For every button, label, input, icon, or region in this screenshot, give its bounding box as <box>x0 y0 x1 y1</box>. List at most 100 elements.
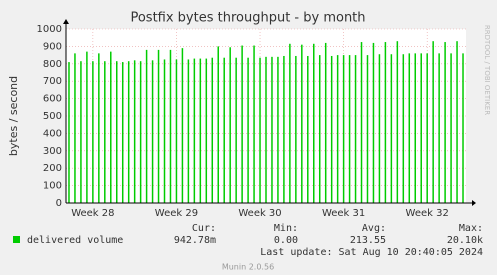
legend: delivered volumeCur:942.78mMin:0.00Avg:2… <box>13 223 483 246</box>
bar <box>235 57 237 204</box>
credit: Munin 2.0.56 <box>222 263 274 272</box>
bar <box>127 61 130 203</box>
stat-label: Cur: <box>192 223 216 234</box>
bar <box>151 60 154 203</box>
x-tick-label: Week 29 <box>155 208 198 219</box>
bar <box>354 55 357 203</box>
bar <box>163 59 166 204</box>
bar <box>271 56 273 204</box>
bar <box>86 51 88 204</box>
bar <box>289 43 291 203</box>
bar <box>157 49 160 203</box>
bar <box>92 61 94 203</box>
bar <box>110 51 112 204</box>
y-tick-label: 200 <box>43 163 62 174</box>
bar <box>229 47 231 203</box>
y-tick-label: 100 <box>43 181 62 192</box>
bar <box>462 53 464 203</box>
y-tick-label: 400 <box>43 128 62 139</box>
bar <box>253 45 255 203</box>
bar <box>420 53 422 203</box>
y-tick-label: 700 <box>43 76 62 87</box>
bar <box>295 55 297 203</box>
bar <box>121 62 124 204</box>
bar <box>133 60 136 203</box>
bar <box>342 55 345 203</box>
bar <box>68 62 70 204</box>
bar <box>384 42 387 203</box>
y-tick-label: 900 <box>43 41 62 52</box>
bar <box>432 41 434 204</box>
bar <box>426 53 428 203</box>
bar <box>241 45 243 203</box>
y-tick-label: 300 <box>43 146 62 157</box>
bar <box>348 55 351 203</box>
bar <box>145 49 148 203</box>
y-axis-label: bytes / second <box>7 76 20 156</box>
bar <box>199 58 202 203</box>
bar <box>139 61 142 203</box>
legend-label: delivered volume <box>27 235 123 246</box>
bar <box>205 58 208 203</box>
x-arrow <box>472 200 476 206</box>
bar <box>360 42 363 203</box>
x-tick-label: Week 28 <box>71 208 114 219</box>
bar <box>247 57 249 204</box>
bar <box>408 53 411 203</box>
bar <box>324 42 327 203</box>
chart-title: Postfix bytes throughput - by month <box>130 11 365 26</box>
bar <box>301 44 303 203</box>
y-tick-label: 1000 <box>37 24 62 35</box>
stat-value: 213.55 <box>350 235 386 246</box>
bar <box>402 54 405 204</box>
bar <box>277 56 279 204</box>
bar <box>175 59 178 204</box>
bar <box>223 57 225 204</box>
bar <box>444 42 446 203</box>
bar <box>98 53 100 203</box>
bar <box>80 61 82 203</box>
y-tick-label: 500 <box>43 111 62 122</box>
stat-label: Min: <box>274 223 298 234</box>
bar <box>259 57 261 204</box>
bar <box>115 61 118 203</box>
y-tick-label: 0 <box>56 198 62 209</box>
last-update: Last update: Sat Aug 10 20:40:05 2024 <box>260 247 483 258</box>
bar <box>211 57 214 204</box>
x-tick-label: Week 32 <box>406 208 449 219</box>
y-tick-label: 800 <box>43 59 62 70</box>
x-tick-label: Week 31 <box>322 208 365 219</box>
bar <box>187 59 190 204</box>
bar <box>450 53 452 203</box>
bar <box>169 49 172 203</box>
watermark: RRDTOOL / TOBI OETIKER <box>483 25 491 115</box>
y-arrow <box>63 19 69 24</box>
stat-value: 942.78m <box>174 235 216 246</box>
bar <box>396 41 399 204</box>
bar <box>456 41 458 204</box>
bar <box>372 42 375 203</box>
bar <box>390 54 393 204</box>
bar <box>307 55 309 203</box>
bar <box>336 55 339 203</box>
legend-swatch <box>13 236 20 243</box>
x-tick-label: Week 30 <box>238 208 281 219</box>
bar <box>330 55 333 203</box>
plot <box>66 28 466 204</box>
stat-label: Max: <box>459 223 483 234</box>
bar <box>378 54 381 204</box>
stat-label: Avg: <box>362 223 386 234</box>
bar <box>414 53 417 203</box>
bar <box>217 46 219 204</box>
bar <box>438 53 440 203</box>
bar <box>181 48 184 203</box>
bar <box>283 55 285 203</box>
bar <box>313 43 315 203</box>
bar <box>366 55 369 203</box>
bar <box>74 53 76 203</box>
bar <box>104 61 106 203</box>
bar <box>193 58 196 203</box>
stat-value: 20.10k <box>447 235 483 246</box>
